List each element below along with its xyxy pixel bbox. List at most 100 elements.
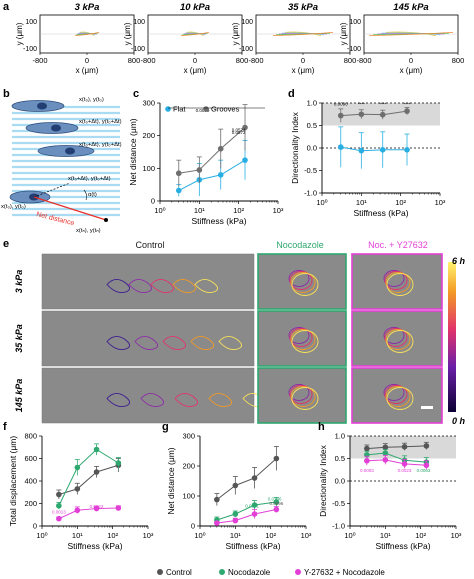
data-point [74, 486, 81, 492]
series-line [216, 501, 277, 521]
y-tick-label: 1.0 [307, 99, 317, 108]
cell-track [183, 33, 207, 35]
x-axis-label: x (μm) [292, 66, 315, 75]
microscopy-image [41, 367, 255, 424]
x-axis-label: x (μm) [400, 66, 423, 75]
x-tick-label: 10⁰ [344, 531, 355, 540]
data-point [242, 124, 248, 131]
y-tick-label: 100 [241, 19, 253, 26]
cell-outline [140, 393, 164, 408]
series-line [58, 507, 119, 520]
x-tick-label: 10⁰ [36, 531, 47, 540]
cell-track [278, 33, 328, 35]
cell-outline [289, 271, 313, 290]
data-point [423, 443, 430, 449]
cell-outline [106, 336, 130, 351]
data-point [56, 491, 62, 498]
y-tick-label: -100 [347, 46, 361, 53]
x-tick-label: -800 [140, 56, 155, 65]
x-axis-label: Stiffness (kPa) [353, 208, 408, 218]
data-point [56, 502, 62, 509]
data-point [382, 444, 389, 451]
cell-outline [386, 387, 414, 410]
track-plot-title: 145 kPa [393, 2, 428, 13]
microscopy-image [257, 310, 347, 367]
row-label: 145 kPa [14, 379, 24, 413]
y-tick-label: 1.0 [335, 432, 345, 441]
cell-outline [290, 272, 316, 293]
end-point [104, 218, 108, 222]
schematic-label: x(t₀+Δt), y(t₀+Δt) [79, 119, 122, 125]
data-point [93, 469, 100, 475]
data-point [175, 187, 182, 194]
cell-track [78, 32, 96, 36]
x-tick-label: 0 [193, 56, 197, 65]
cell-outline [288, 384, 310, 401]
cell-outline [150, 279, 174, 294]
data-point [401, 461, 408, 467]
cell-outline [174, 393, 198, 408]
microscopy-image [257, 253, 347, 310]
y-tick-label: 100 [142, 164, 155, 173]
cell-track [79, 31, 95, 36]
y-tick-label: -100 [131, 46, 145, 53]
microscopy-image [351, 253, 443, 310]
data-point [364, 457, 370, 464]
series-line [366, 445, 427, 450]
significance-label: **** [404, 101, 411, 106]
data-point [232, 482, 239, 489]
schematic-label: x(t₀), y(t₀) [79, 97, 104, 103]
y-axis-label: y (μm) [123, 22, 132, 45]
row-label: 35 kPa [14, 324, 24, 353]
data-point [379, 147, 386, 153]
panel-b-schematic: x(t₀), y(t₀) x(t₀+Δt), y(t₀+Δt) x(t₀+Δt), … [1, 97, 122, 234]
significance-label: **** [379, 101, 386, 106]
series-line [366, 459, 427, 466]
cell-outline [386, 273, 414, 296]
cell-outline [384, 328, 408, 347]
schematic-label: α(t) [88, 192, 97, 198]
y-axis-label: Directionality Index [290, 111, 300, 184]
chart-c: 0 100 200 300 10⁰ 10¹ 10² 10³ Stiffness (kPa) Net… [128, 99, 284, 227]
series-line [58, 464, 119, 495]
panel-letter-b: b [3, 88, 10, 100]
data-point [74, 507, 81, 514]
cell-outline [290, 329, 316, 350]
cell-outline [383, 327, 405, 344]
cell-outline [190, 336, 214, 351]
data-point [364, 445, 370, 452]
x-tick-label: 10⁰ [316, 198, 327, 207]
x-tick-label: 10³ [301, 531, 312, 540]
panel-letter-c: c [133, 88, 139, 100]
series-line [340, 146, 408, 152]
cell-outline [383, 384, 405, 401]
y-tick-label: -0.5 [332, 499, 345, 508]
series-line [216, 458, 277, 500]
cell-outline [289, 328, 313, 347]
panel-letter-a: a [3, 1, 10, 13]
panel-letter-f: f [3, 421, 7, 433]
y-tick-label: -1.0 [304, 189, 317, 198]
cell-track [272, 32, 334, 36]
chart-g: 0 100 200 300 10⁰ 10¹ 10² 10³ Stiffness (kPa) Net… [166, 432, 312, 552]
data-point [217, 172, 224, 178]
y-tick-label: 600 [24, 454, 37, 463]
data-point [358, 147, 365, 154]
cell-outline [291, 387, 319, 410]
x-tick-label: 10¹ [194, 206, 205, 215]
legend-marker [157, 569, 163, 575]
significance-label: 0.0090 [334, 101, 348, 106]
series-line [366, 452, 427, 463]
condition-header: Control [135, 240, 164, 250]
y-tick-label: -0.5 [304, 166, 317, 175]
data-point [74, 464, 81, 471]
significance-label: 0.0063 [417, 468, 431, 473]
x-tick-label: 10² [265, 531, 276, 540]
significance-label: 0.0574 [232, 128, 246, 133]
y-tick-label: 0 [151, 197, 155, 206]
data-point [404, 147, 410, 153]
cell-outline [289, 385, 313, 404]
x-tick-label: 0 [301, 56, 305, 65]
data-point [358, 111, 365, 118]
